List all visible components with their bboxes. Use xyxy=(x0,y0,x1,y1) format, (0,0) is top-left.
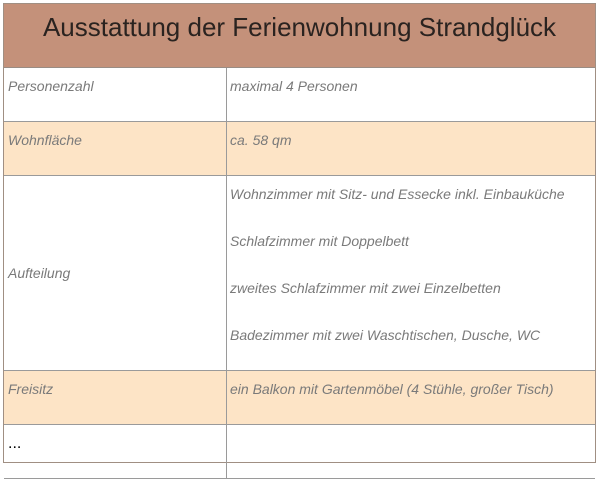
row-value: ein Balkon mit Gartenmöbel (4 Stühle, gr… xyxy=(227,371,595,424)
row-value: maximal 4 Personen xyxy=(227,68,595,121)
table-title: Ausstattung der Ferienwohnung Strandglüc… xyxy=(4,4,595,68)
row-value xyxy=(227,425,595,478)
table-row: ... xyxy=(4,425,595,479)
value-line: maximal 4 Personen xyxy=(230,78,358,94)
table-row: Aufteilung Wohnzimmer mit Sitz- und Esse… xyxy=(4,176,595,371)
table-row: Personenzahl maximal 4 Personen xyxy=(4,68,595,122)
value-line: Schlafzimmer mit Doppelbett xyxy=(230,233,409,249)
row-value: ca. 58 qm xyxy=(227,122,595,175)
value-line: ca. 58 qm xyxy=(230,132,292,148)
row-label: Wohnfläche xyxy=(4,122,227,175)
value-line: Wohnzimmer mit Sitz- und Essecke inkl. E… xyxy=(230,186,565,202)
value-line: ein Balkon mit Gartenmöbel (4 Stühle, gr… xyxy=(230,381,554,397)
row-value: Wohnzimmer mit Sitz- und Essecke inkl. E… xyxy=(227,176,595,370)
row-label: ... xyxy=(4,425,227,478)
row-label-text: Aufteilung xyxy=(8,265,71,281)
equipment-table: Ausstattung der Ferienwohnung Strandglüc… xyxy=(3,3,596,479)
row-label: Personenzahl xyxy=(4,68,227,121)
row-label: Freisitz xyxy=(4,371,227,424)
row-label: Aufteilung xyxy=(4,176,227,370)
value-line: zweites Schlafzimmer mit zwei Einzelbett… xyxy=(230,280,501,296)
table-row: Freisitz ein Balkon mit Gartenmöbel (4 S… xyxy=(4,371,595,425)
value-line: Badezimmer mit zwei Waschtischen, Dusche… xyxy=(230,327,541,343)
table-row: Wohnfläche ca. 58 qm xyxy=(4,122,595,176)
